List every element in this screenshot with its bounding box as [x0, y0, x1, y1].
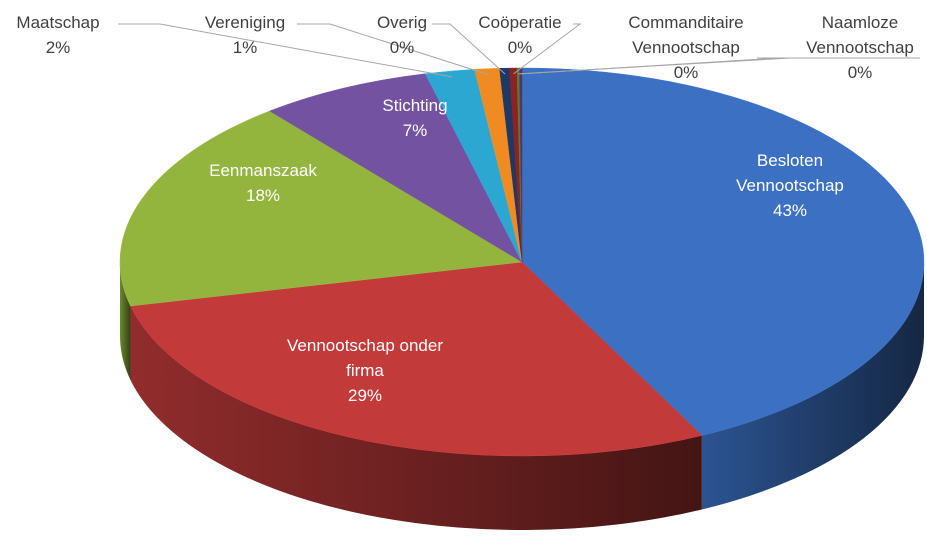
category-label: Besloten Vennootschap	[736, 151, 844, 195]
data-label: Vennootschap onder firma 29%	[280, 333, 450, 408]
value-label: 2%	[45, 38, 71, 57]
leader-line	[520, 57, 920, 75]
value-label: 7%	[402, 121, 428, 140]
data-label: Vereniging 1%	[195, 10, 295, 60]
category-label: Maatschap	[16, 13, 100, 32]
data-label: Maatschap 2%	[3, 10, 113, 60]
value-label: 1%	[232, 38, 258, 57]
category-label: Commanditaire Vennootschap	[628, 13, 744, 57]
category-label: Stichting	[382, 96, 448, 115]
data-label: Naamloze Vennootschap 0%	[790, 10, 927, 85]
leader-line	[297, 23, 489, 76]
slice	[521, 67, 925, 436]
leader-line	[118, 23, 453, 78]
value-label: 0%	[673, 63, 699, 82]
data-label: Eenmanszaak 18%	[188, 158, 338, 208]
slice	[119, 110, 523, 307]
slice	[269, 73, 523, 263]
data-label: Coöperatie 0%	[470, 10, 570, 60]
slice	[130, 261, 703, 457]
value-label: 43%	[772, 201, 808, 220]
data-label: Overig 0%	[372, 10, 432, 60]
leader-line	[432, 23, 506, 75]
slice-side	[701, 262, 924, 510]
category-label: Naamloze Vennootschap	[806, 13, 914, 57]
category-label: Overig	[376, 13, 428, 32]
value-label: 0%	[847, 63, 873, 82]
category-label: Coöperatie	[478, 13, 562, 32]
data-label: Stichting 7%	[365, 93, 465, 143]
category-label: Vereniging	[204, 13, 286, 32]
value-label: 0%	[389, 38, 415, 57]
value-label: 0%	[507, 38, 533, 57]
slice-side	[120, 262, 131, 381]
category-label: Vennootschap onder firma	[287, 336, 443, 380]
value-label: 29%	[347, 386, 383, 405]
data-label: Commanditaire Vennootschap 0%	[616, 10, 756, 85]
slice-side	[130, 306, 702, 530]
value-label: 18%	[245, 186, 281, 205]
category-label: Eenmanszaak	[209, 161, 317, 180]
data-label: Besloten Vennootschap 43%	[720, 148, 860, 223]
leader-line	[513, 23, 582, 75]
